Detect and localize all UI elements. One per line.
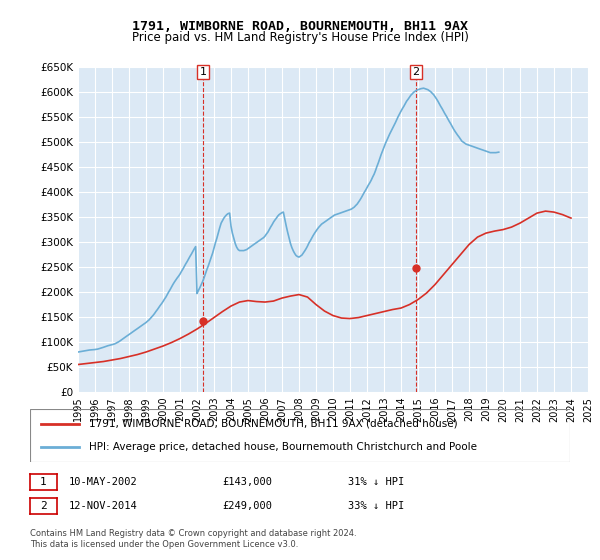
Text: This data is licensed under the Open Government Licence v3.0.: This data is licensed under the Open Gov… <box>30 540 298 549</box>
Text: 2: 2 <box>412 67 419 77</box>
Text: 12-NOV-2014: 12-NOV-2014 <box>69 501 138 511</box>
Text: 31% ↓ HPI: 31% ↓ HPI <box>348 477 404 487</box>
Text: 10-MAY-2002: 10-MAY-2002 <box>69 477 138 487</box>
Text: 1791, WIMBORNE ROAD, BOURNEMOUTH, BH11 9AX (detached house): 1791, WIMBORNE ROAD, BOURNEMOUTH, BH11 9… <box>89 419 458 429</box>
Text: £143,000: £143,000 <box>222 477 272 487</box>
Text: Contains HM Land Registry data © Crown copyright and database right 2024.: Contains HM Land Registry data © Crown c… <box>30 529 356 538</box>
Text: 2: 2 <box>40 501 47 511</box>
Text: 1: 1 <box>40 477 47 487</box>
Text: 33% ↓ HPI: 33% ↓ HPI <box>348 501 404 511</box>
Text: HPI: Average price, detached house, Bournemouth Christchurch and Poole: HPI: Average price, detached house, Bour… <box>89 442 478 452</box>
Text: Price paid vs. HM Land Registry's House Price Index (HPI): Price paid vs. HM Land Registry's House … <box>131 31 469 44</box>
Text: 1791, WIMBORNE ROAD, BOURNEMOUTH, BH11 9AX: 1791, WIMBORNE ROAD, BOURNEMOUTH, BH11 9… <box>132 20 468 32</box>
Text: £249,000: £249,000 <box>222 501 272 511</box>
Text: 1: 1 <box>200 67 206 77</box>
